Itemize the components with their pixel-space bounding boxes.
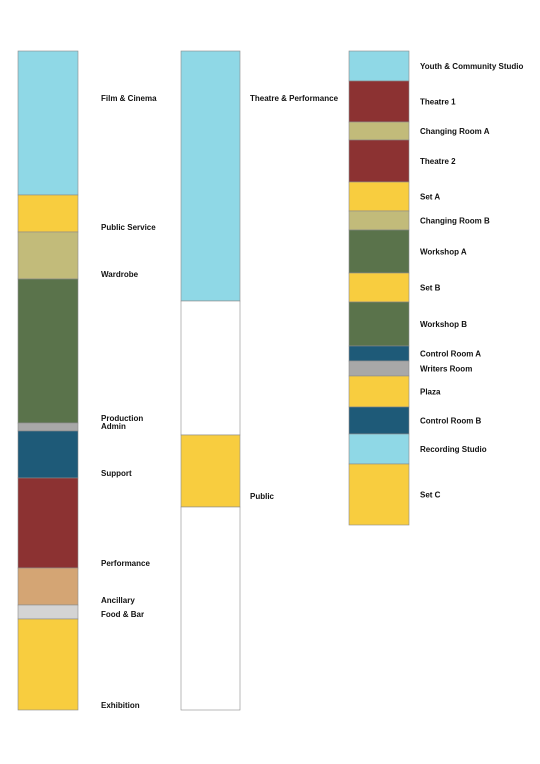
segment-plaza: [348, 375, 410, 408]
segment-production: [17, 278, 79, 424]
segment-film-and-cinema: [17, 50, 79, 196]
label-set-b: Set B: [420, 284, 441, 293]
label-set-a: Set A: [420, 193, 440, 202]
segment-control-room-a: [348, 345, 410, 362]
segment-wardrobe: [17, 231, 79, 280]
rooms-column: Youth & Community Studio Theatre 1 Changin…: [348, 50, 524, 526]
label-plaza: Plaza: [420, 388, 441, 397]
label-performance: Performance: [101, 559, 150, 568]
segment-performance: [17, 477, 79, 569]
label-production: Production: [101, 414, 143, 423]
label-support: Support: [101, 469, 132, 478]
segment-workshop-b: [348, 301, 410, 347]
label-exhibition: Exhibition: [101, 701, 140, 710]
label-control-room-b: Control Room B: [420, 417, 482, 426]
segment-blank-1: [180, 300, 241, 436]
label-youth-and-community-studio: Youth & Community Studio: [420, 62, 524, 71]
label-ancillary: Ancillary: [101, 596, 135, 605]
segment-changing-room-a: [348, 121, 410, 141]
label-film-and-cinema: Film & Cinema: [101, 94, 157, 103]
segment-blank-3: [180, 506, 241, 711]
segment-changing-room-b: [348, 210, 410, 231]
label-admin: Admin: [101, 422, 126, 431]
segment-youth-and-community-studio: [348, 50, 410, 82]
segment-control-room-b: [348, 406, 410, 435]
label-set-c: Set C: [420, 491, 441, 500]
segment-public-service: [17, 194, 79, 233]
label-recording-studio: Recording Studio: [420, 445, 487, 454]
zones-column: Theatre & Performance Public: [180, 50, 339, 711]
label-public-service: Public Service: [101, 223, 156, 232]
segment-recording-studio: [348, 433, 410, 465]
label-food-and-bar: Food & Bar: [101, 610, 144, 619]
label-wardrobe: Wardrobe: [101, 270, 139, 279]
segment-set-a: [348, 181, 410, 212]
label-workshop-a: Workshop A: [420, 248, 467, 257]
label-changing-room-b: Changing Room B: [420, 217, 490, 226]
segment-theatre-2: [348, 139, 410, 183]
segment-set-c: [348, 463, 410, 526]
label-writers-room: Writers Room: [420, 365, 472, 374]
label-changing-room-a: Changing Room A: [420, 127, 490, 136]
label-theatre-1: Theatre 1: [420, 98, 456, 107]
segment-ancillary: [17, 567, 79, 606]
label-public: Public: [250, 492, 275, 501]
departments-column: Film & Cinema Public Service Wardrobe Produ…: [17, 50, 157, 711]
segment-public: [180, 434, 241, 508]
label-theatre-2: Theatre 2: [420, 157, 456, 166]
segment-food-and-bar: [17, 604, 79, 620]
segment-workshop-a: [348, 229, 410, 274]
segment-exhibition: [17, 618, 79, 711]
segment-set-b: [348, 272, 410, 303]
segment-admin: [17, 422, 79, 432]
label-control-room-a: Control Room A: [420, 350, 481, 359]
segment-theatre-1: [348, 80, 410, 123]
segment-writers-room: [348, 360, 410, 377]
segment-theatre-and-performance: [180, 50, 241, 302]
segment-support: [17, 430, 79, 479]
label-theatre-and-performance: Theatre & Performance: [250, 94, 339, 103]
label-workshop-b: Workshop B: [420, 320, 467, 329]
